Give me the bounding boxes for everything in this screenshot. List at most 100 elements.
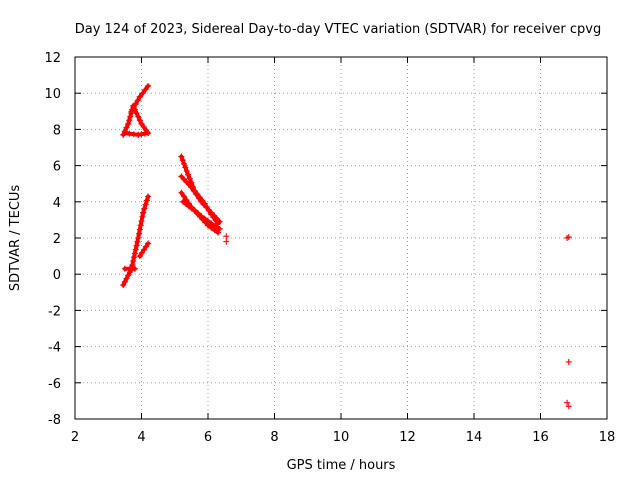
- grid: [75, 57, 607, 419]
- data-point-marker: [214, 229, 221, 236]
- data-point-marker: [125, 272, 132, 279]
- data-point-marker: [205, 222, 211, 229]
- data-point-marker: [121, 130, 128, 137]
- data-point-marker: [137, 222, 144, 229]
- data-point-marker: [145, 82, 152, 89]
- data-point-marker: [183, 168, 190, 175]
- data-point-marker: [120, 282, 127, 289]
- data-point-marker: [185, 171, 192, 178]
- data-point-marker: [178, 189, 185, 196]
- y-axis-label: SDTVAR / TECUs: [8, 185, 23, 292]
- y-tick-label: 2: [53, 232, 61, 247]
- data-point-marker: [136, 117, 143, 124]
- data-point-marker: [199, 216, 206, 223]
- data-point-marker: [190, 187, 197, 194]
- data-point-marker: [139, 213, 146, 220]
- data-point-marker: [138, 218, 145, 225]
- data-point-marker: [208, 224, 215, 231]
- data-point-marker: [223, 238, 230, 245]
- x-tick-label: 8: [270, 430, 278, 445]
- y-tick-label: 12: [44, 51, 61, 66]
- data-point-marker: [135, 235, 142, 241]
- data-point-marker: [211, 227, 218, 234]
- y-tick-label: -4: [48, 341, 61, 356]
- data-point-marker: [565, 403, 572, 410]
- data-point-marker: [121, 278, 128, 285]
- data-point-marker: [123, 275, 130, 282]
- data-point-marker: [216, 218, 223, 225]
- data-point-marker: [191, 207, 198, 214]
- data-point-marker: [132, 101, 139, 108]
- data-point-marker: [128, 108, 135, 115]
- data-point-marker: [208, 209, 215, 216]
- data-point-marker: [140, 123, 147, 130]
- data-point-marker: [140, 209, 147, 216]
- data-point-marker: [126, 117, 133, 124]
- data-point-marker: [202, 219, 209, 226]
- y-tick-label: 4: [53, 196, 61, 211]
- x-tick-label: 10: [333, 430, 350, 445]
- data-point-marker: [138, 249, 145, 256]
- y-tick-label: -8: [48, 413, 61, 428]
- data-point-marker: [193, 191, 200, 198]
- data-point-marker: [135, 131, 142, 138]
- data-point-marker: [130, 258, 137, 265]
- x-tick-label: 16: [532, 430, 549, 445]
- data-point-marker: [134, 97, 141, 104]
- data-point-marker: [130, 131, 137, 138]
- data-point-marker: [143, 197, 150, 204]
- y-tick-label: -2: [48, 304, 61, 319]
- x-tick-label: 18: [599, 430, 616, 445]
- data-point-marker: [565, 358, 572, 365]
- y-tick-label: -6: [48, 377, 61, 392]
- data-point-marker: [143, 243, 150, 250]
- data-point-marker: [133, 242, 140, 249]
- data-point-marker: [138, 131, 145, 138]
- data-point-marker: [194, 210, 201, 217]
- y-tick-label: 0: [53, 268, 61, 283]
- y-tick-labels: -8 -6 -4 -2 0 2 4 6 8 10 12: [44, 51, 61, 428]
- data-point-marker: [132, 246, 139, 253]
- x-tick-label: 4: [137, 430, 145, 445]
- data-point-marker: [211, 212, 218, 219]
- data-point-marker: [127, 113, 134, 120]
- data-point-marker: [564, 235, 571, 241]
- data-point-marker: [138, 120, 145, 127]
- data-point-marker: [216, 225, 223, 232]
- data-point-marker: [139, 90, 146, 97]
- data-point-marker: [223, 233, 230, 240]
- data-point-marker: [136, 230, 143, 237]
- data-point-marker: [141, 205, 148, 212]
- data-point-marker: [136, 226, 143, 233]
- x-tick-label: 6: [204, 430, 212, 445]
- data-point-marker: [180, 193, 187, 200]
- x-tick-label: 2: [71, 430, 79, 445]
- data-point-marker: [212, 223, 219, 230]
- data-point-marker: [141, 130, 148, 137]
- data-point-marker: [135, 113, 142, 120]
- data-point-marker: [179, 157, 186, 164]
- data-point-marker: [213, 215, 220, 222]
- data-point-marker: [182, 164, 189, 171]
- data-point-marker: [133, 110, 140, 117]
- data-point-marker: [197, 213, 204, 220]
- x-axis-label: GPS time / hours: [287, 458, 396, 473]
- data-point-marker: [145, 240, 152, 247]
- data-point-marker: [125, 120, 132, 127]
- data-point-marker: [131, 254, 138, 261]
- x-tick-label: 12: [399, 430, 416, 445]
- y-tick-label: 10: [44, 87, 61, 102]
- data-point-marker: [186, 175, 193, 182]
- data-point-marker: [130, 104, 137, 111]
- x-tick-labels: 2 4 6 8 10 12 14 16 18: [71, 430, 615, 445]
- data-markers: [120, 82, 572, 410]
- data-point-marker: [140, 246, 147, 253]
- data-point-marker: [142, 86, 149, 93]
- data-point-marker: [131, 250, 138, 257]
- x-tick-label: 14: [466, 430, 483, 445]
- data-point-marker: [131, 265, 138, 272]
- plot-frame: [74, 56, 608, 420]
- data-point-marker: [564, 399, 571, 406]
- data-point-marker: [195, 195, 202, 202]
- data-point-marker: [123, 124, 130, 131]
